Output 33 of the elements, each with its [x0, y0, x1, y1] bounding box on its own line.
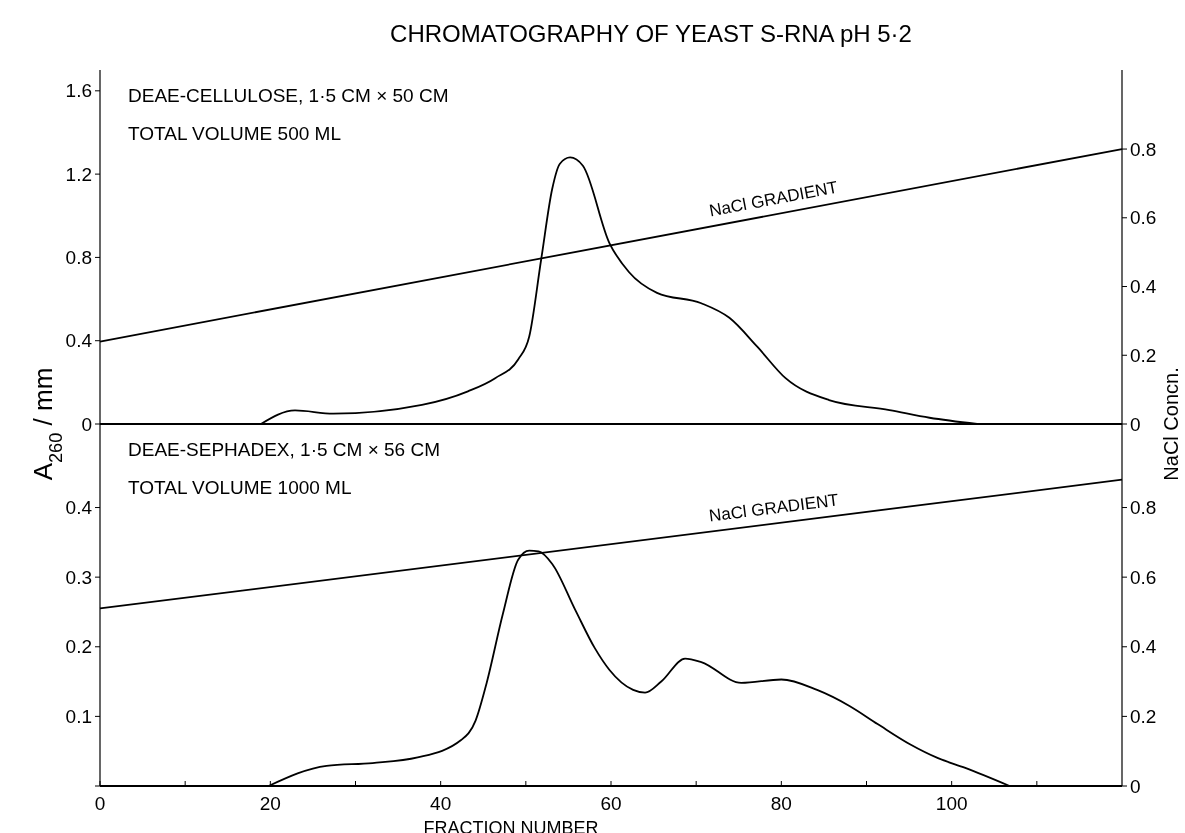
y2-tick-label: 0.8 — [1130, 138, 1157, 160]
annotation: DEAE-CELLULOSE, 1·5 CM × 50 CM — [128, 85, 449, 106]
y2-tick-label: 0.6 — [1130, 566, 1157, 588]
x-tick-label: 0 — [94, 793, 106, 814]
annotation: TOTAL VOLUME 500 ML — [128, 123, 341, 144]
y2-tick-label: 0 — [1130, 413, 1141, 435]
y2-tick-label: 0.4 — [1130, 276, 1157, 298]
y-tick-label: 0.8 — [65, 247, 92, 269]
annotation: TOTAL VOLUME 1000 ML — [128, 477, 352, 498]
y2-tick-label: 0.4 — [1130, 636, 1157, 658]
y-tick-label: 0.2 — [65, 636, 92, 658]
annotation: NaCl GRADIENT — [707, 177, 840, 221]
y-tick-label: 0.4 — [65, 497, 93, 519]
x-tick-label: 80 — [770, 793, 792, 814]
y-tick-label: 0.3 — [65, 566, 92, 588]
y2-tick-label: 0 — [1130, 775, 1141, 797]
x-tick-label: 100 — [935, 793, 968, 814]
chart-title: CHROMATOGRAPHY OF YEAST S-RNA pH 5·2 — [390, 20, 912, 47]
y2-tick-label: 0.2 — [1130, 706, 1157, 728]
y-tick-label: 0 — [81, 413, 92, 435]
annotation: NaCl GRADIENT — [707, 490, 840, 526]
y-tick-label: 1.6 — [65, 80, 92, 102]
y-tick-label: 1.2 — [65, 163, 92, 185]
annotation: DEAE-SEPHADEX, 1·5 CM × 56 CM — [128, 439, 441, 460]
y2-tick-label: 0.6 — [1130, 207, 1157, 229]
y-tick-label: 0.1 — [65, 706, 92, 728]
x-tick-label: 60 — [600, 793, 622, 814]
y2-axis-title: NaCl Concn. — [1160, 367, 1182, 481]
x-tick-label: 20 — [259, 793, 281, 814]
y-tick-label: 0.4 — [65, 330, 93, 352]
x-tick-label: 40 — [430, 793, 452, 814]
y2-tick-label: 0.8 — [1130, 497, 1157, 519]
y2-tick-label: 0.2 — [1130, 344, 1157, 366]
